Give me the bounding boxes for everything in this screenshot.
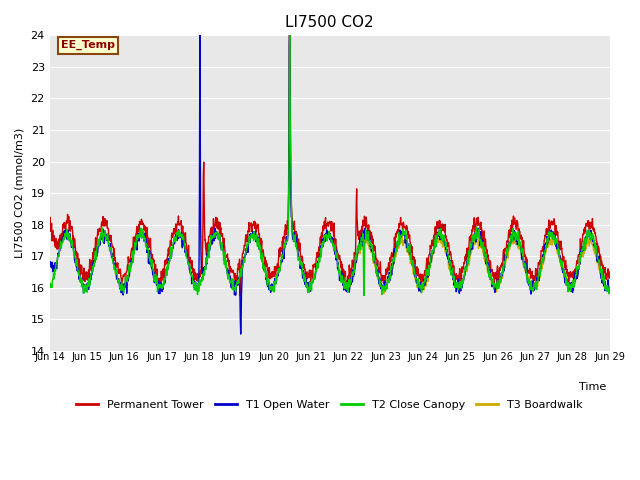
X-axis label: Time: Time bbox=[579, 383, 606, 392]
Text: EE_Temp: EE_Temp bbox=[61, 40, 115, 50]
Legend: Permanent Tower, T1 Open Water, T2 Close Canopy, T3 Boardwalk: Permanent Tower, T1 Open Water, T2 Close… bbox=[72, 396, 588, 415]
Title: LI7500 CO2: LI7500 CO2 bbox=[285, 15, 374, 30]
Y-axis label: LI7500 CO2 (mmol/m3): LI7500 CO2 (mmol/m3) bbox=[15, 128, 25, 258]
